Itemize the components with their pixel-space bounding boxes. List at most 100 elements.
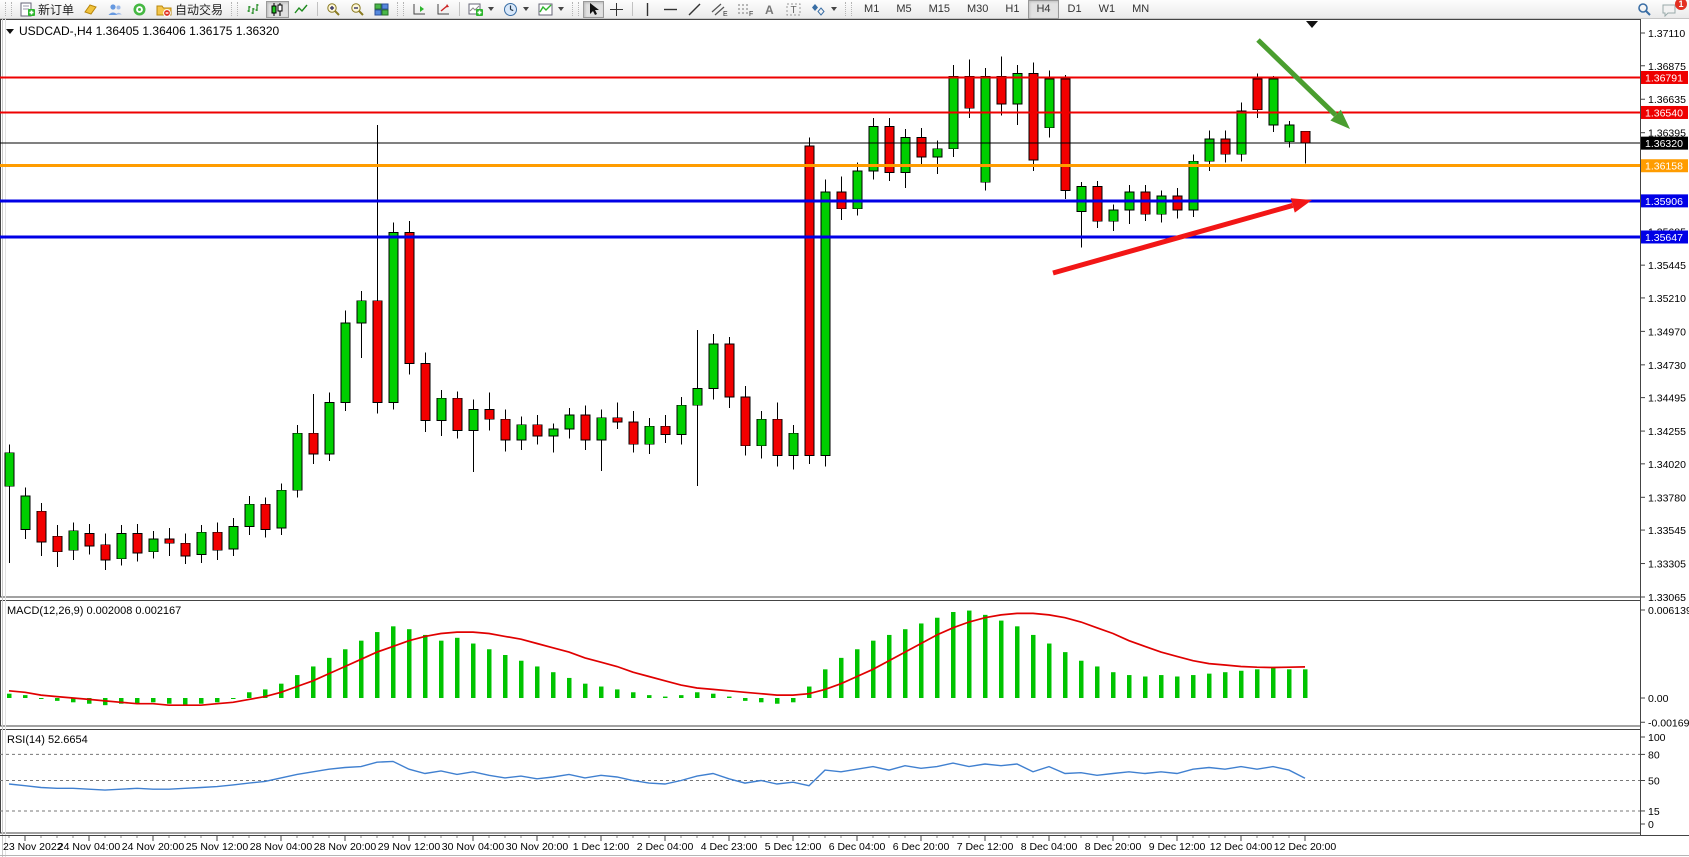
time-axis-label: 30 Nov 20:00: [506, 841, 569, 853]
macd-histogram-bar: [1271, 667, 1276, 698]
signals-button[interactable]: [128, 1, 151, 18]
time-axis-label: 12 Dec 04:00: [1210, 841, 1273, 853]
candlestick-chart-button[interactable]: [266, 0, 290, 18]
fibonacci-tool-button[interactable]: F: [733, 1, 758, 18]
macd-histogram-bar: [1303, 669, 1308, 698]
toolbar-grip[interactable]: [397, 2, 405, 16]
macd-histogram-bar: [519, 660, 524, 698]
bear-candle: [532, 424, 543, 437]
community-button[interactable]: [103, 1, 127, 18]
price-level-badge: [1641, 159, 1688, 173]
toolbar-grip[interactable]: [572, 2, 580, 16]
chart-canvas[interactable]: 1.371101.368751.366351.363951.356851.354…: [0, 19, 1689, 857]
text-tool-button[interactable]: A: [759, 1, 781, 18]
timeframe-button-d1[interactable]: D1: [1067, 2, 1082, 15]
time-axis-label: 30 Nov 04:00: [442, 841, 505, 853]
bull-candle: [1076, 185, 1087, 212]
bear-candle: [580, 414, 591, 441]
timeframe-button-h1[interactable]: H1: [1005, 2, 1020, 15]
macd-histogram-bar: [471, 643, 476, 698]
timeframe-button-w1[interactable]: W1: [1098, 2, 1116, 15]
bull-candle: [788, 432, 799, 456]
timeframe-button-m5[interactable]: M5: [896, 2, 912, 15]
rsi-label: RSI(14) 52.6654: [7, 734, 88, 746]
macd-histogram-bar: [551, 672, 556, 698]
new-chart-button[interactable]: [464, 1, 498, 18]
toolbar-separator: [632, 2, 634, 16]
timeframe-button-m15[interactable]: M15: [928, 2, 950, 15]
toolbar-grip[interactable]: [231, 2, 239, 16]
vertical-line-tool-button[interactable]: [637, 1, 658, 18]
macd-histogram-bar: [999, 620, 1004, 698]
periods-button[interactable]: [499, 1, 533, 18]
scroll-end-marker-icon[interactable]: [1306, 21, 1318, 28]
chart-menu-triangle-icon[interactable]: [6, 29, 14, 34]
bull-candle: [436, 397, 447, 422]
tile-windows-button[interactable]: [370, 1, 393, 18]
bull-candle: [1108, 209, 1119, 222]
auto-scroll-button[interactable]: [432, 1, 455, 18]
timeframe-button-m30[interactable]: M30: [967, 2, 989, 15]
rsi-axis-label: 80: [1648, 749, 1660, 761]
favorites-button[interactable]: [79, 1, 102, 18]
text-label-tool-button[interactable]: T: [782, 1, 806, 18]
chat-button[interactable]: 1: [1657, 0, 1687, 18]
macd-histogram-bar: [343, 649, 348, 698]
macd-histogram-bar: [1079, 660, 1084, 698]
bear-candle: [212, 531, 223, 551]
macd-histogram-bar: [455, 637, 460, 698]
main-price-pane[interactable]: [0, 19, 1641, 598]
arrow-objects-layer[interactable]: [1052, 38, 1350, 276]
macd-histogram-bar: [423, 634, 428, 698]
trendline-tool-button[interactable]: [683, 1, 706, 18]
macd-histogram-bar: [823, 669, 828, 698]
price-axis-label: 1.37110: [1648, 28, 1685, 40]
toolbar-grip[interactable]: [845, 2, 853, 16]
autotrading-button[interactable]: 自动交易: [152, 1, 227, 18]
time-axis-label: 24 Nov 20:00: [122, 841, 185, 853]
price-lines-layer[interactable]: [0, 76, 1640, 239]
down-trend-arrow[interactable]: [1256, 38, 1350, 129]
rsi-pane[interactable]: [0, 729, 1641, 834]
price-level-badge-label: 1.35906: [1645, 196, 1683, 208]
zoom-in-button[interactable]: [322, 1, 345, 18]
timeframe-button-mn[interactable]: MN: [1132, 2, 1150, 15]
bull-candle: [692, 388, 703, 406]
timeframe-button-m1[interactable]: M1: [864, 2, 880, 15]
autotrading-icon: [156, 5, 172, 17]
toolbar-grip[interactable]: [5, 2, 12, 16]
macd-histogram-bar: [183, 698, 188, 706]
bull-candle: [324, 402, 335, 455]
search-button[interactable]: [1633, 1, 1656, 18]
price-level-badge: [1641, 105, 1688, 119]
zoom-out-button[interactable]: [346, 1, 369, 18]
chart-shift-button[interactable]: [408, 1, 431, 18]
horizontal-line-tool-button[interactable]: [659, 1, 682, 18]
price-axis-label: 1.35210: [1648, 293, 1686, 305]
crosshair-tool-button[interactable]: [605, 1, 628, 18]
time-axis-label: 12 Dec 20:00: [1274, 841, 1337, 853]
up-trend-arrow[interactable]: [1052, 198, 1312, 276]
macd-histogram-bar: [775, 698, 780, 704]
macd-histogram-bar: [1063, 652, 1068, 698]
bar-chart-button[interactable]: [242, 1, 265, 18]
chart-title: USDCAD-,H4 1.36405 1.36406 1.36175 1.363…: [19, 24, 280, 38]
bear-candle: [1172, 195, 1183, 211]
macd-label: MACD(12,26,9) 0.002008 0.002167: [7, 605, 181, 617]
line-chart-button[interactable]: [290, 1, 313, 18]
bear-candle: [1092, 185, 1103, 222]
bull-candle: [1204, 138, 1215, 162]
bull-candle: [868, 126, 879, 172]
equidistant-channel-tool-button[interactable]: E: [707, 1, 732, 18]
macd-pane[interactable]: [0, 600, 1641, 727]
candles-layer: [4, 56, 1311, 570]
macd-histogram-bar: [1047, 643, 1052, 698]
macd-histogram-bar: [151, 698, 156, 703]
indicators-button[interactable]: [534, 1, 568, 18]
macd-histogram-bar: [119, 698, 124, 704]
new-order-button[interactable]: 新订单: [16, 1, 78, 18]
cursor-tool-button[interactable]: [583, 0, 605, 18]
arrows-tool-button[interactable]: [807, 1, 841, 18]
timeframe-button-h4[interactable]: H4: [1028, 0, 1059, 19]
toolbar-separator: [459, 2, 461, 16]
